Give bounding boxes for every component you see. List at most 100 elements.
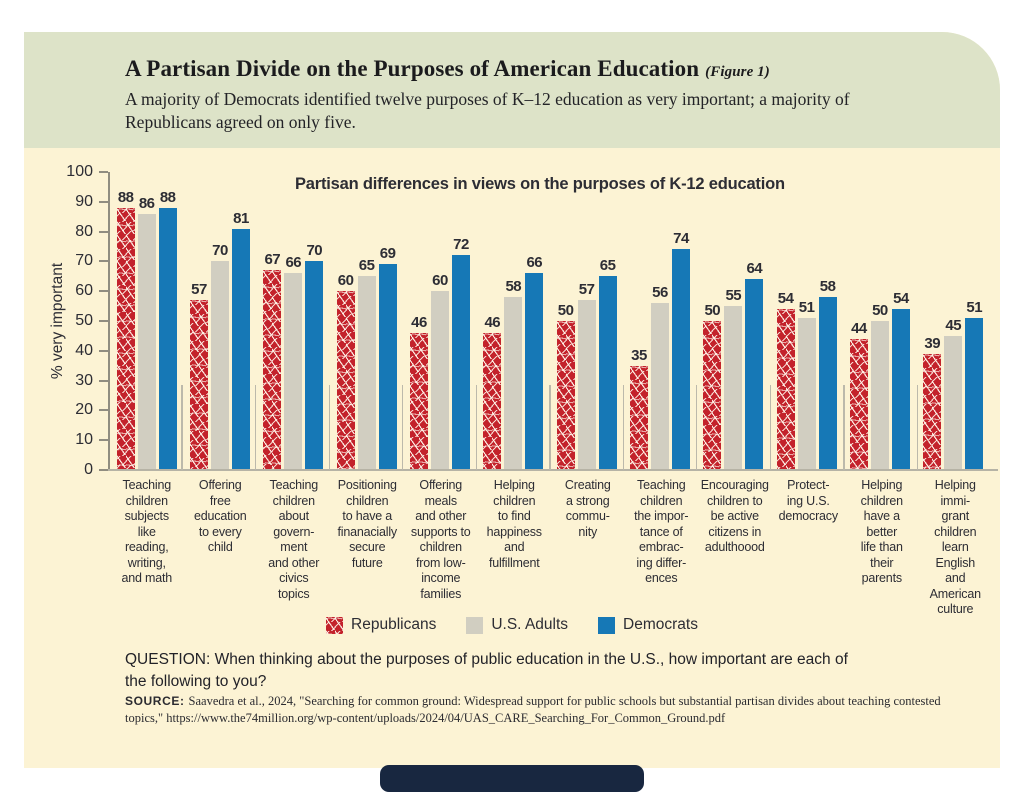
y-axis-line — [108, 172, 110, 470]
bar-wrap: 60 — [430, 172, 449, 470]
bar-value-label: 50 — [872, 302, 888, 319]
bar-republicans — [263, 270, 282, 470]
bar-value-label: 57 — [191, 281, 207, 299]
bar-wrap: 58 — [818, 172, 837, 470]
bar-wrap: 88 — [158, 172, 177, 470]
bar-value-label: 70 — [306, 242, 323, 260]
bar-value-label: 88 — [117, 188, 134, 206]
bar-value-label: 45 — [945, 316, 962, 334]
subtitle: A majority of Democrats identified twelv… — [125, 89, 850, 133]
bar-group: 39 45 51 — [917, 172, 990, 470]
bar-u-s-adults — [357, 276, 376, 470]
source-label: SOURCE: — [125, 694, 185, 708]
bar-value-label: 69 — [379, 245, 396, 263]
bar-wrap: 50 — [556, 172, 575, 470]
group-separator — [401, 385, 404, 470]
y-tick-label: 0 — [84, 461, 93, 478]
legend-item-republicans: Republicans — [326, 616, 436, 634]
bar-value-label: 88 — [159, 188, 176, 206]
bar-democrats — [891, 309, 910, 470]
y-tick — [99, 469, 108, 471]
category-label: Encouraging children to be active citize… — [700, 478, 769, 554]
legend-label: Republicans — [351, 616, 437, 633]
bar-democrats — [598, 276, 617, 470]
bar-value-label: 66 — [285, 254, 302, 272]
bottom-bar — [380, 765, 644, 792]
bar-value-label: 58 — [505, 278, 522, 296]
bar-value-label: 67 — [264, 251, 281, 269]
legend-label: Democrats — [623, 616, 698, 633]
bar-wrap: 65 — [598, 172, 617, 470]
category-label: Helping children to find happiness and f… — [486, 478, 542, 570]
bar-wrap: 70 — [210, 172, 229, 470]
group-separator — [622, 385, 624, 470]
bar-wrap: 54 — [776, 172, 795, 470]
y-tick-label: 10 — [75, 431, 93, 449]
bar-value-label: 70 — [212, 242, 228, 260]
bar-wrap: 51 — [965, 172, 984, 470]
bar-group: 46 60 72 — [403, 172, 476, 470]
legend: Republicans U.S. Adults Democrats — [24, 616, 1000, 634]
question-text: QUESTION: When thinking about the purpos… — [125, 651, 848, 691]
bar-wrap: 45 — [944, 172, 963, 470]
source-citation: Saavedra et al., 2024, "Searching for co… — [125, 694, 941, 725]
bar-value-label: 54 — [777, 290, 794, 308]
group-separator — [475, 385, 477, 470]
bar-republicans — [703, 321, 722, 470]
bar-wrap: 54 — [891, 172, 910, 470]
bar-group: 67 66 70 — [257, 172, 330, 470]
bar-u-s-adults — [137, 213, 156, 470]
bar-value-label: 65 — [599, 257, 616, 275]
bar-wrap: 88 — [116, 172, 135, 470]
y-axis-title: % very important — [49, 262, 66, 380]
y-tick-label: 30 — [75, 371, 93, 389]
bar-democrats — [965, 318, 984, 470]
bar-value-label: 51 — [966, 299, 983, 317]
bar-wrap: 58 — [504, 172, 523, 470]
group-separator — [843, 385, 845, 470]
bar-value-label: 74 — [673, 230, 689, 248]
bar-u-s-adults — [870, 321, 889, 470]
bar-value-label: 46 — [484, 313, 501, 331]
bar-u-s-adults — [724, 306, 743, 470]
bar-wrap: 50 — [870, 172, 889, 470]
group-separator — [916, 385, 918, 470]
bar-wrap: 44 — [849, 172, 868, 470]
group-separator — [769, 385, 771, 470]
header-band: A Partisan Divide on the Purposes of Ame… — [24, 32, 1000, 148]
bar-wrap: 56 — [650, 172, 669, 470]
y-tick-label: 80 — [75, 222, 93, 240]
bar-value-label: 55 — [725, 287, 742, 305]
bar-wrap: 39 — [923, 172, 942, 470]
category-label: Teaching children about govern- ment and… — [268, 478, 320, 601]
bar-wrap: 70 — [305, 172, 324, 470]
bar-group: 54 51 58 — [770, 172, 843, 470]
bar-democrats — [671, 249, 690, 470]
bar-u-s-adults — [284, 273, 303, 470]
source-text: SOURCE: Saavedra et al., 2024, "Searching… — [125, 693, 970, 727]
category-label: Creating a strong commu- nity — [564, 478, 611, 539]
bar-wrap: 46 — [409, 172, 428, 470]
bar-value-label: 65 — [358, 257, 375, 275]
bar-wrap: 57 — [577, 172, 596, 470]
bar-u-s-adults — [504, 297, 523, 470]
bar-group: 44 50 54 — [843, 172, 916, 470]
bar-democrats — [525, 273, 544, 470]
bar-republicans — [116, 207, 135, 470]
bar-u-s-adults — [944, 335, 963, 470]
bar-value-label: 51 — [798, 299, 815, 317]
group-separator — [328, 385, 330, 470]
bar-group: 88 86 88 — [110, 172, 183, 470]
bar-value-label: 72 — [453, 236, 469, 254]
bar-republicans — [336, 291, 355, 470]
bar-value-label: 60 — [432, 272, 448, 290]
plot-area: % very important 88 86 88 57 70 81 67 66 70 60 65 6… — [49, 163, 998, 478]
y-tick — [99, 260, 108, 263]
bar-wrap: 67 — [263, 172, 282, 470]
bar-value-label: 54 — [893, 290, 909, 308]
y-tick — [99, 320, 108, 322]
bar-wrap: 55 — [724, 172, 743, 470]
y-tick — [99, 171, 108, 173]
bar-wrap: 57 — [189, 172, 208, 470]
